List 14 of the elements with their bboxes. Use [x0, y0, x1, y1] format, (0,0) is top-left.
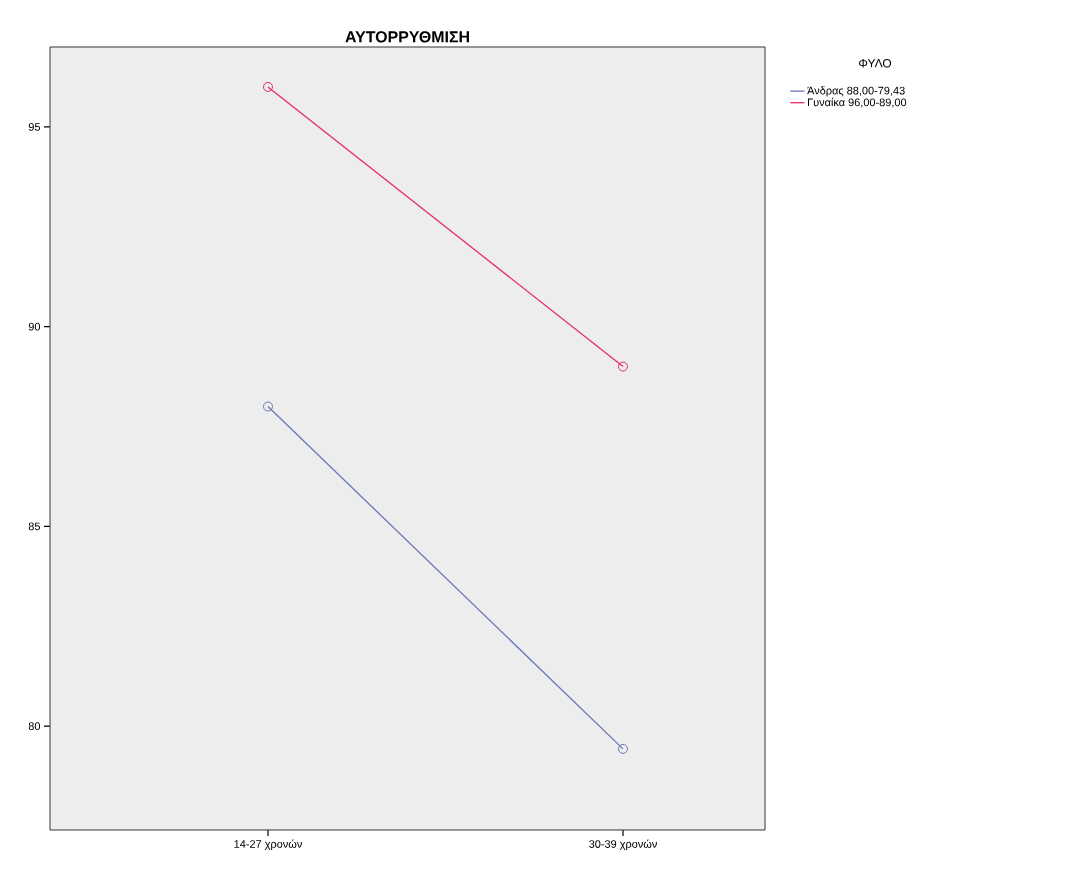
legend-label: Άνδρας 88,00-79,43: [807, 86, 905, 97]
point: [262, 81, 273, 92]
x-tick-label: 14-27 χρονών: [234, 839, 302, 851]
y-tick-label: 95: [28, 123, 41, 131]
point: [618, 743, 628, 754]
legend-label: Γυναίκα 96,00-89,00: [808, 97, 907, 108]
y-tick-label: 90: [28, 322, 41, 331]
legend-title: ΦΥΛΟ: [859, 59, 892, 68]
point: [618, 361, 628, 372]
chart-title: ΑΥΤΟΡΡΥΘΜΙΣΗ: [345, 31, 469, 43]
point: [262, 401, 273, 412]
y-tick-label: 85: [28, 522, 41, 531]
y-tick-label: 80: [28, 722, 41, 731]
x-tick-label: 30-39 χρονών: [589, 839, 657, 851]
